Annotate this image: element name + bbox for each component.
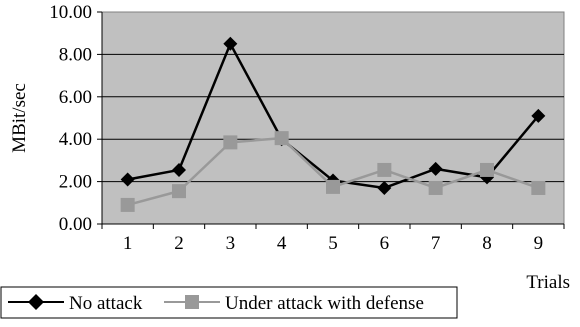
y-tick-label: 8.00 (59, 44, 92, 65)
y-ticks: 0.00 2.00 4.00 6.00 8.00 10.00 (49, 2, 102, 235)
data-point (274, 131, 289, 146)
legend-marker-under-attack (185, 295, 199, 309)
y-tick-label: 0.00 (59, 214, 92, 235)
data-point (172, 162, 186, 177)
y-tick-label: 6.00 (59, 87, 92, 108)
data-point (223, 135, 238, 150)
x-tick-label: 5 (328, 233, 338, 254)
x-axis-label: Trials (526, 272, 570, 293)
data-point (326, 179, 340, 194)
legend-marker-no-attack (28, 294, 44, 310)
data-point (377, 162, 392, 177)
data-point (377, 180, 392, 195)
series (120, 36, 546, 212)
series-1 (120, 131, 546, 212)
data-point (120, 197, 135, 212)
y-tick-label: 4.00 (59, 129, 92, 150)
y-axis-label: MBit/sec (9, 83, 30, 153)
data-point (120, 172, 135, 187)
x-tick-label: 1 (123, 233, 133, 254)
y-tick-label: 10.00 (49, 2, 92, 23)
data-point (223, 36, 238, 51)
x-tick-label: 6 (380, 233, 390, 254)
data-point (480, 162, 494, 177)
data-point (531, 180, 546, 195)
axes (101, 12, 564, 225)
x-tick-label: 9 (534, 233, 544, 254)
x-tick-label: 7 (431, 233, 441, 254)
legend: No attack Under attack with defense (0, 286, 458, 319)
y-tick-label: 2.00 (59, 172, 92, 193)
legend-label-no-attack: No attack (69, 293, 143, 314)
x-tick-label: 8 (482, 233, 492, 254)
data-point (428, 180, 443, 195)
data-point (428, 161, 443, 176)
legend-label-under-attack: Under attack with defense (225, 293, 424, 314)
legend-box (0, 286, 458, 319)
data-point (172, 184, 186, 199)
x-tick-label: 3 (226, 233, 236, 254)
x-tick-label: 4 (277, 233, 287, 254)
data-point (531, 108, 546, 123)
x-tick-label: 2 (174, 233, 184, 254)
x-ticks: 1 2 3 4 5 6 7 8 9 (101, 224, 565, 254)
